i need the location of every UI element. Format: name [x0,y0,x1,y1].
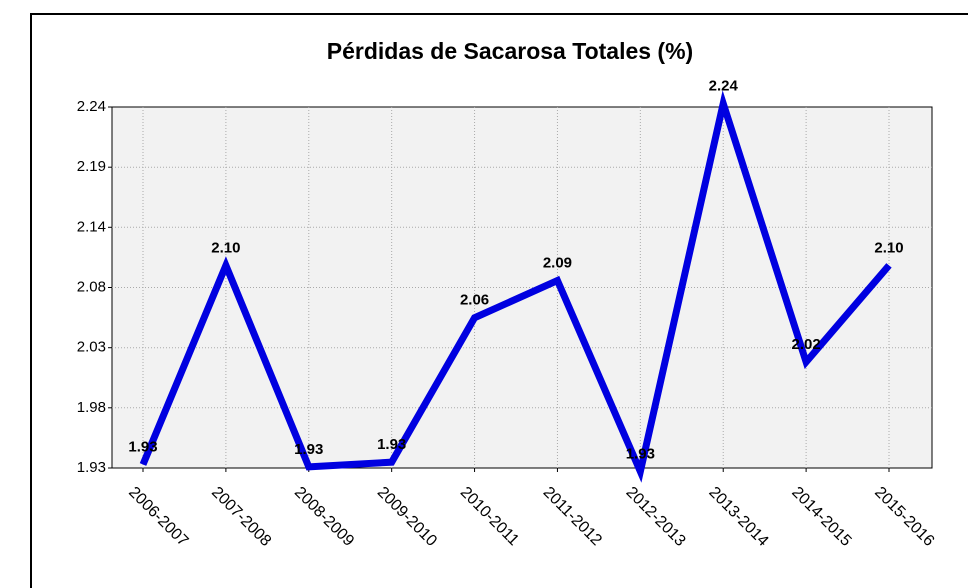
y-tick-label: 1.93 [77,459,106,476]
line [139,90,892,483]
data-label: 1.93 [294,441,323,458]
data-label: 2.10 [211,239,240,256]
data-label: 1.93 [128,438,157,455]
data-label: 2.10 [874,239,903,256]
chart-title: Pérdidas de Sacarosa Totales (%) [327,38,693,64]
data-label: 1.93 [377,436,406,453]
plot-area [111,106,933,469]
data-label: 1.93 [626,445,655,462]
y-tick-label: 2.24 [77,98,106,115]
data-label: 2.06 [460,292,489,309]
data-label: 2.02 [792,336,821,353]
y-tick-label: 2.19 [77,158,106,175]
data-label: 2.24 [709,77,739,94]
data-label: 2.09 [543,254,572,271]
y-tick-label: 2.03 [77,339,106,356]
y-tick-label: 2.08 [77,278,106,295]
y-tick-label: 1.98 [77,399,106,416]
y-tick-label: 2.14 [77,218,106,235]
